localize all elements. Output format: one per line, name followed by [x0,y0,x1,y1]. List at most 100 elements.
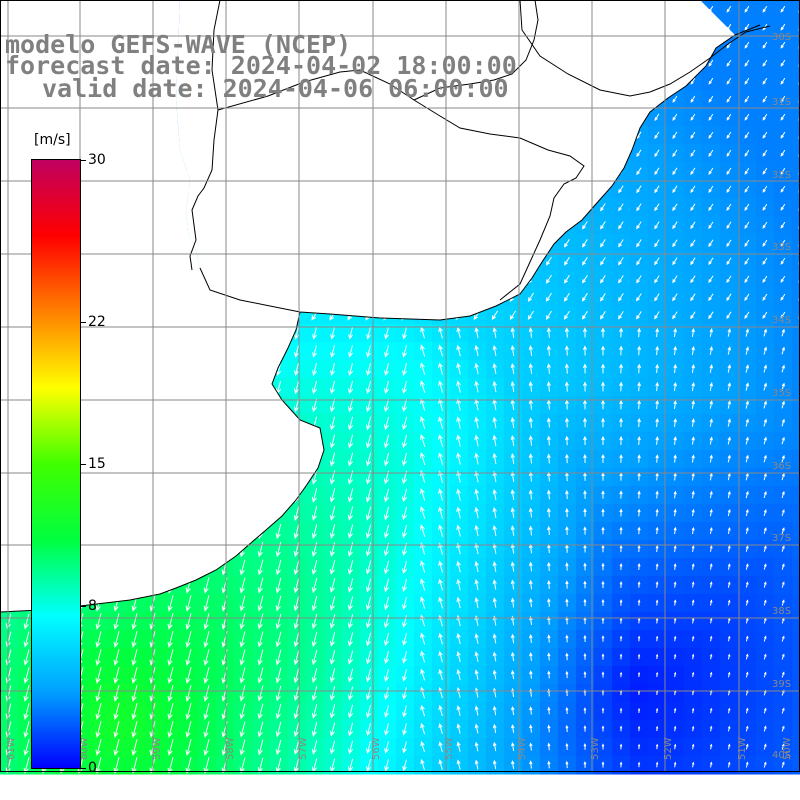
wind-arrow [583,598,587,607]
wind-arrow [438,650,443,663]
wind-arrow [781,581,785,588]
wind-arrow [781,490,785,499]
wind-arrow [727,328,731,337]
wind-arrow [709,545,713,552]
wind-arrow [744,221,750,229]
wind-cell [792,234,800,253]
wind-arrow [781,671,785,678]
wind-arrow [347,506,354,521]
wind-arrow [709,599,713,606]
wind-arrow [329,416,336,431]
wind-arrow [348,345,353,358]
wind-arrow [365,398,372,413]
wind-arrow [583,761,587,768]
wind-arrow [420,758,425,771]
wind-arrow [402,615,407,628]
wind-cell [792,432,800,451]
wind-arrow [600,203,606,212]
wind-arrow [402,380,407,395]
wind-arrow [492,416,497,429]
wind-cell [792,486,800,505]
wind-arrow [673,671,677,678]
latitude-label: 40S [772,750,791,761]
wind-arrow [672,293,678,302]
wind-arrow [673,381,677,392]
wind-arrow [347,416,354,431]
wind-cell [792,666,800,685]
wind-cell [792,576,800,595]
wind-arrow [275,541,282,558]
wind-arrow [655,743,659,750]
wind-arrow [113,685,120,702]
wind-arrow [637,635,641,642]
wind-arrow [726,131,732,139]
wind-arrow [438,380,443,393]
wind-arrow [744,23,750,31]
wind-arrow [762,185,768,193]
wind-arrow [311,613,318,630]
wind-arrow [691,635,695,642]
wind-arrow [727,382,731,391]
wind-arrow [781,346,785,355]
latitude-label: 36S [772,461,791,472]
wind-arrow [762,257,768,265]
wind-arrow [726,59,732,67]
wind-arrow [528,453,533,464]
longitude-label: 53W [590,737,601,760]
wind-arrow [257,559,264,576]
wind-arrow [239,631,246,648]
wind-arrow [780,5,786,13]
wind-arrow [456,578,461,591]
wind-arrow [347,668,354,683]
wind-arrow [311,631,318,648]
wind-arrow [383,506,390,521]
wind-arrow [167,685,174,702]
wind-arrow [365,686,372,701]
wind-cell [792,36,800,55]
wind-arrow [763,382,767,391]
wind-arrow [347,524,354,539]
wind-arrow [131,613,138,630]
wind-arrow [691,581,695,588]
wind-arrow [744,77,750,85]
wind-arrow [185,667,192,684]
wind-arrow [492,633,497,644]
wind-arrow [348,380,354,395]
wind-arrow [402,416,408,431]
wind-arrow [582,363,587,374]
wind-arrow [565,507,569,518]
wind-arrow [131,721,138,738]
wind-arrow [636,293,642,302]
wind-arrow [510,471,515,482]
wind-arrow [293,667,300,684]
wind-arrow [275,649,282,666]
wind-arrow [384,759,389,772]
wind-arrow [637,761,641,768]
wind-arrow [709,671,713,678]
wind-arrow [510,651,515,662]
wind-arrow [167,595,174,612]
wind-arrow [185,613,192,630]
wind-arrow [708,131,714,139]
wind-arrow [420,668,426,681]
wind-arrow [691,599,695,606]
wind-arrow [294,362,299,377]
wind-arrow [601,417,605,428]
wind-arrow [763,328,767,337]
wind-arrow [492,434,497,447]
wind-arrow [510,489,515,500]
wind-arrow [510,327,515,338]
wind-arrow [438,668,443,681]
wind-arrow [727,400,731,409]
wind-arrow [565,525,569,535]
wind-arrow [637,363,642,374]
wind-arrow [655,345,659,356]
wind-arrow [673,399,677,409]
colorbar-tick [80,606,86,607]
wind-arrow [654,113,660,122]
wind-cell [792,702,800,721]
wind-arrow [637,544,641,553]
wind-arrow [601,381,605,392]
wind-arrow [601,345,606,356]
wind-arrow [329,380,336,395]
